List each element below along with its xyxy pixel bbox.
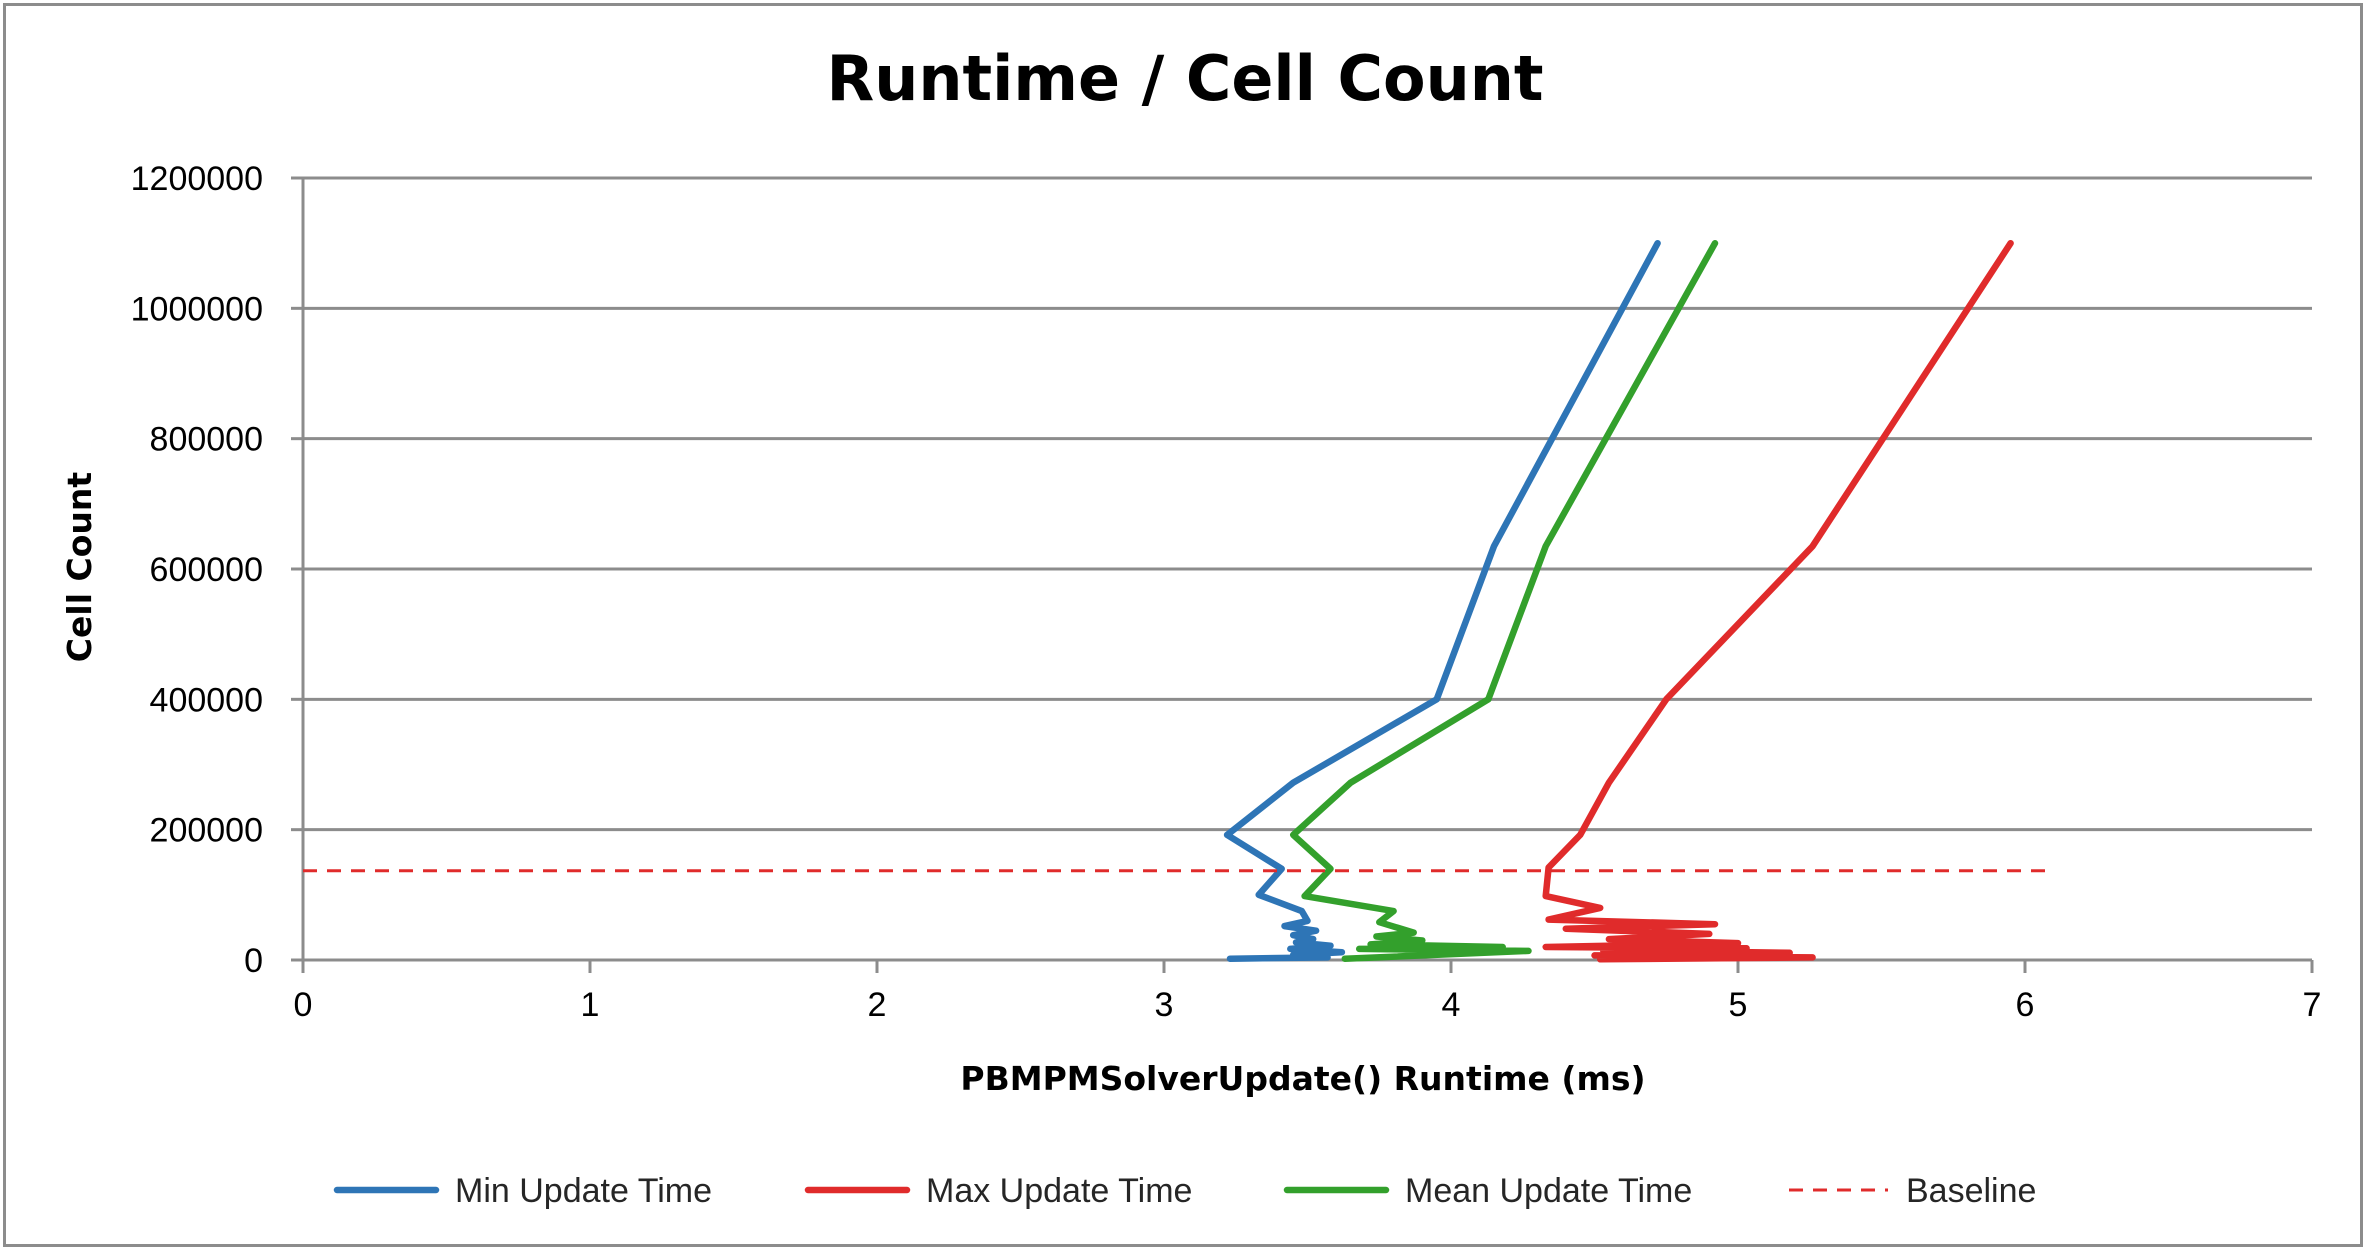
legend: Min Update Time Max Update Time Mean Updat…	[333, 1172, 2036, 1210]
legend-label-baseline: Baseline	[1906, 1172, 2036, 1210]
legend-label-max-update-time: Max Update Time	[926, 1172, 1192, 1210]
x-tick-label: 2	[868, 986, 887, 1024]
x-tick-label: 7	[2303, 986, 2322, 1024]
x-tick-label: 0	[294, 986, 313, 1024]
y-axis-title: Cell Count	[60, 472, 99, 663]
series-line-mean-update-time	[1289, 239, 1719, 962]
y-tick-label: 600000	[150, 551, 263, 589]
chart-title: Runtime / Cell Count	[826, 42, 1543, 115]
y-tick-label: 1000000	[131, 290, 263, 328]
x-tick-label: 1	[581, 986, 600, 1024]
gridlines	[303, 176, 2312, 832]
y-tick-label: 400000	[150, 681, 263, 719]
series-group	[303, 239, 2054, 963]
y-tick-label: 800000	[150, 421, 263, 459]
axes: 0 200000 400000 600000 800000 1000000 1200000 0…	[131, 160, 2322, 1024]
legend-label-min-update-time: Min Update Time	[455, 1172, 712, 1210]
x-tick-label: 6	[2016, 986, 2035, 1024]
y-tick-label: 200000	[150, 812, 263, 850]
chart-frame	[3, 3, 2363, 1247]
series-line-min-update-time	[1223, 239, 1661, 962]
x-tick-label: 5	[1729, 986, 1748, 1024]
x-axis-title: PBMPMSolverUpdate() Runtime (ms)	[960, 1059, 1645, 1098]
legend-label-mean-update-time: Mean Update Time	[1405, 1172, 1692, 1210]
x-tick-label: 4	[1442, 986, 1461, 1024]
series-line-max-update-time	[1542, 239, 2014, 963]
x-tick-label: 3	[1155, 986, 1174, 1024]
y-tick-label: 0	[244, 942, 263, 980]
y-tick-label: 1200000	[131, 160, 263, 198]
